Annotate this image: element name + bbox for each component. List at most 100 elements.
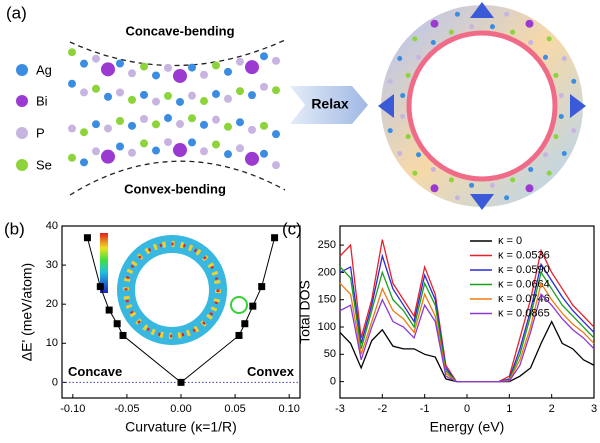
- marker: [83, 234, 91, 242]
- atom: [558, 93, 564, 99]
- y-tick-label: 200: [318, 266, 336, 278]
- atom: [528, 40, 534, 46]
- marker: [271, 234, 279, 242]
- legend-text: Ag: [36, 62, 52, 77]
- atom: [272, 130, 280, 139]
- legend-text: κ = 0.0865: [498, 307, 550, 319]
- atom: [116, 117, 124, 125]
- atom: [92, 120, 100, 129]
- atom: [164, 63, 172, 72]
- y-tick-label: 150: [318, 294, 336, 306]
- x-tick-label: -1: [420, 403, 430, 415]
- atom: [68, 124, 76, 133]
- series-line: [339, 320, 595, 383]
- atom: [430, 166, 436, 172]
- marker: [235, 331, 243, 339]
- atom: [212, 140, 220, 149]
- atom: [510, 29, 516, 35]
- atom: [430, 40, 436, 46]
- atom: [571, 128, 577, 134]
- y-tick-label: 250: [318, 239, 336, 251]
- top-label: Concave-bending: [125, 23, 234, 38]
- marker: [105, 306, 113, 314]
- ring: [381, 5, 583, 207]
- legend-text: κ = 0: [498, 235, 522, 247]
- series-line: [86, 237, 276, 384]
- atom: [525, 19, 534, 28]
- atom: [546, 170, 552, 176]
- atom: [405, 72, 411, 78]
- atom: [152, 71, 160, 80]
- atom: [68, 48, 76, 57]
- atom: [128, 148, 136, 157]
- atom: [542, 54, 548, 60]
- atom: [400, 113, 406, 119]
- legend-text: κ = 0.0746: [498, 293, 550, 305]
- atom: [212, 115, 220, 124]
- ring-atoms: [383, 8, 581, 204]
- x-tick-label: -2: [377, 403, 387, 415]
- atom: [212, 61, 220, 70]
- atom: [525, 184, 534, 193]
- atom: [188, 114, 196, 123]
- atom: [164, 138, 172, 147]
- marker: [241, 320, 249, 328]
- x-tick-label: -3: [335, 403, 345, 415]
- atom: [212, 90, 220, 99]
- marker: [258, 283, 266, 291]
- atom: [260, 149, 268, 158]
- atom: [454, 11, 460, 17]
- atom: [152, 146, 160, 155]
- atom: [448, 29, 454, 35]
- atom: [260, 52, 268, 61]
- legend-atom: [16, 64, 28, 76]
- legend-text: κ = 0.0664: [498, 278, 550, 290]
- x-axis-label: Curvature (κ=1/R): [125, 419, 237, 435]
- y-axis-label: ΔE' (meV/atom): [19, 263, 35, 361]
- atom: [140, 90, 148, 99]
- x-tick-label: 2: [549, 403, 555, 415]
- panel-label: (b): [4, 219, 25, 238]
- legend-text: κ = 0.0590: [498, 264, 550, 276]
- atom: [272, 56, 280, 65]
- atom: [248, 125, 256, 134]
- x-axis-label: Energy (eV): [430, 419, 505, 435]
- atom: [128, 69, 136, 78]
- atom: [412, 170, 418, 176]
- atom: [430, 19, 439, 28]
- atom: [542, 152, 548, 158]
- atom: [188, 91, 196, 100]
- atom: [387, 128, 393, 134]
- atom: [92, 147, 100, 156]
- atom: [397, 151, 403, 156]
- y-tick-label: 0: [330, 376, 336, 388]
- x-tick-label: 3: [591, 403, 597, 415]
- marker: [249, 302, 257, 310]
- atom: [140, 139, 148, 148]
- marker: [113, 320, 121, 328]
- atom: [224, 94, 232, 103]
- legend-text: Se: [36, 157, 52, 172]
- series-line: [339, 253, 595, 383]
- atom: [561, 56, 567, 61]
- atom: [188, 63, 196, 72]
- atom: [553, 72, 559, 78]
- atoms: [68, 48, 280, 170]
- atom: [571, 78, 577, 84]
- legend-text: Bi: [36, 93, 48, 108]
- y-tick-label: 20: [46, 298, 58, 310]
- atom: [448, 177, 454, 183]
- panel-label: (c): [282, 219, 302, 238]
- curve: [69, 39, 286, 67]
- atom: [387, 78, 393, 84]
- atom: [236, 118, 244, 127]
- atom: [397, 56, 403, 61]
- x-tick-label: -0.05: [114, 403, 139, 415]
- atom: [68, 79, 76, 88]
- atom: [104, 124, 112, 133]
- atom: [260, 121, 268, 130]
- series-line: [339, 292, 595, 383]
- atom: [245, 151, 259, 166]
- atom: [236, 87, 244, 96]
